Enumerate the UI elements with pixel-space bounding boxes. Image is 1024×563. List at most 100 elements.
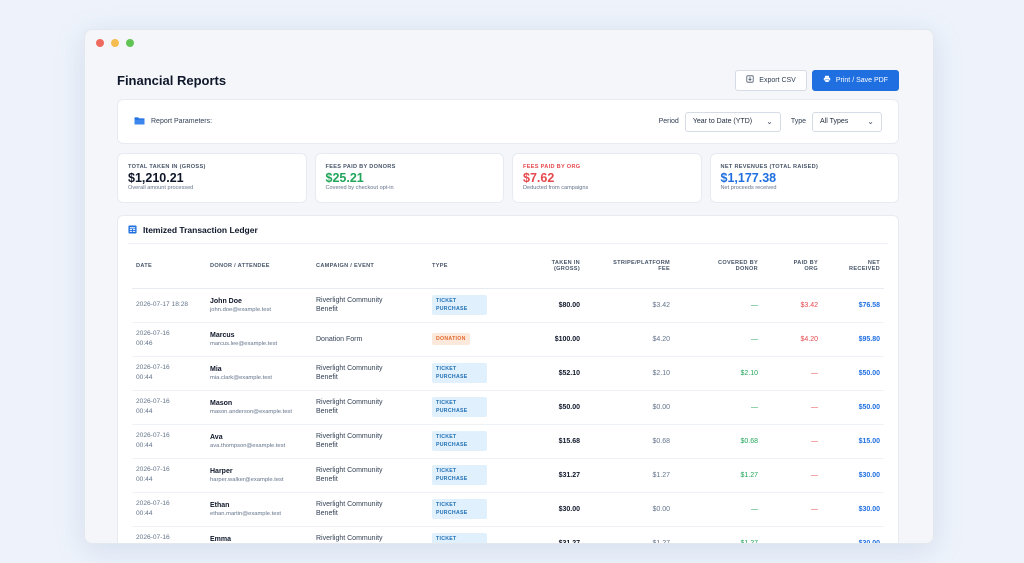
time-text: 00:44 <box>136 476 153 483</box>
close-window-button[interactable] <box>96 39 104 47</box>
cell-paid-by-org: $4.20 <box>762 322 822 357</box>
donor-email: mia.clark@example.test <box>210 374 272 381</box>
campaign-name: Riverlight Community <box>316 467 383 474</box>
cell-net-received: $30.00 <box>822 458 884 493</box>
table-row[interactable]: 2026-07-16 00:44 Mia mia.clark@example.test… <box>132 356 884 391</box>
stat-card-net-revenues: NET REVENUES (TOTAL RAISED) $1,177.38 Ne… <box>709 153 899 203</box>
cell-taken-in: $80.00 <box>508 288 584 323</box>
table-row[interactable]: 2026-07-16 00:46 Marcus marcus.lee@example.… <box>132 322 884 357</box>
donor-name: John Doe <box>210 297 242 305</box>
export-csv-button[interactable]: Export CSV <box>735 69 807 91</box>
cell-taken-in: $15.68 <box>508 424 584 459</box>
cell-taken-in: $31.27 <box>508 458 584 493</box>
transaction-ledger-card: Itemized Transaction Ledger DATE DONOR /… <box>117 215 899 543</box>
cell-platform-fee: $3.42 <box>584 288 674 323</box>
period-select[interactable]: Year to Date (YTD) ⌄ <box>684 111 781 132</box>
campaign-name: Riverlight Community <box>316 535 383 542</box>
donor-name: Mason <box>210 399 233 407</box>
campaign-name: Riverlight Community <box>316 501 383 508</box>
table-row[interactable]: 2026-07-16 00:44 Ava ava.thompson@example.t… <box>132 424 884 459</box>
chevron-down-icon: ⌄ <box>766 117 773 126</box>
donor-email: john.doe@example.test <box>210 306 271 313</box>
cell-paid-by-org: $3.42 <box>762 288 822 323</box>
cell-donor: Mia mia.clark@example.test <box>206 356 312 391</box>
minimize-window-button[interactable] <box>111 39 119 47</box>
stat-value: $7.62 <box>523 171 555 185</box>
campaign-name-cont: Benefit <box>316 476 338 483</box>
cell-paid-by-org: — <box>762 390 822 425</box>
time-text: 00:44 <box>136 408 153 415</box>
stat-card-donor-fees: FEES PAID BY DONORS $25.21 Covered by ch… <box>314 153 504 203</box>
date-text: 2026-07-16 <box>136 534 170 541</box>
cell-donor: Marcus marcus.lee@example.test <box>206 322 312 357</box>
print-save-pdf-button[interactable]: Print / Save PDF <box>811 69 899 91</box>
column-header-net-received[interactable]: NET RECEIVED <box>822 244 884 289</box>
cell-type: DONATION <box>428 322 508 357</box>
type-select[interactable]: All Types ⌄ <box>812 111 882 132</box>
column-header-donor[interactable]: DONOR / ATTENDEE <box>206 244 312 289</box>
ledger-header: Itemized Transaction Ledger <box>128 216 888 244</box>
cell-net-received: $30.00 <box>822 492 884 527</box>
maximize-window-button[interactable] <box>126 39 134 47</box>
campaign-name: Riverlight Community <box>316 433 383 440</box>
stat-subtitle: Net proceeds received <box>720 185 777 191</box>
cell-covered-by-donor: — <box>674 492 762 527</box>
table-row[interactable]: 2026-07-16 00:44 Ethan ethan.martin@example… <box>132 492 884 527</box>
cell-platform-fee: $0.00 <box>584 390 674 425</box>
table-row[interactable]: 2026-07-16 00:44 Mason mason.anderson@examp… <box>132 390 884 425</box>
print-save-pdf-label: Print / Save PDF <box>835 76 888 84</box>
table-row[interactable]: 2026-07-16 00:44 Harper harper.walker@examp… <box>132 458 884 493</box>
column-header-platform-fee[interactable]: STRIPE/PLATFORM FEE <box>584 244 674 289</box>
date-text: 2026-07-17 18:28 <box>136 301 189 308</box>
time-text: 00:44 <box>136 374 153 381</box>
cell-taken-in: $100.00 <box>508 322 584 357</box>
stat-label: NET REVENUES (TOTAL RAISED) <box>720 164 819 170</box>
cell-platform-fee: $0.00 <box>584 492 674 527</box>
column-header-paid-by-org[interactable]: PAID BY ORG <box>762 244 822 289</box>
time-text: 00:44 <box>136 442 153 449</box>
cell-date: 2026-07-16 00:44 <box>132 356 206 391</box>
cell-paid-by-org: — <box>762 356 822 391</box>
cell-donor: Emmaemma.wilson@example.test <box>206 526 312 543</box>
table-row[interactable]: 2026-07-17 18:28 John Doe john.doe@example… <box>132 288 884 323</box>
cell-donor: Ava ava.thompson@example.test <box>206 424 312 459</box>
date-text: 2026-07-16 <box>136 398 170 405</box>
page-header: Financial Reports Export CSV Print / Sav… <box>117 68 899 92</box>
main-content: Financial Reports Export CSV Print / Sav… <box>117 68 899 543</box>
donor-email: marcus.lee@example.test <box>210 340 278 347</box>
cell-covered-by-donor: — <box>674 322 762 357</box>
column-header-taken-in[interactable]: TAKEN IN (GROSS) <box>508 244 584 289</box>
cell-paid-by-org: — <box>762 526 822 543</box>
campaign-name-cont: Benefit <box>316 374 338 381</box>
table-row[interactable]: 2026-07-1600:44Emmaemma.wilson@example.t… <box>132 526 884 543</box>
printer-icon <box>823 75 831 85</box>
stat-label: TOTAL TAKEN IN (GROSS) <box>128 164 206 170</box>
date-text: 2026-07-16 <box>136 466 170 473</box>
cell-paid-by-org: — <box>762 458 822 493</box>
ledger-icon <box>128 221 137 239</box>
app-window: Financial Reports Export CSV Print / Sav… <box>84 29 934 544</box>
column-header-type[interactable]: TYPE <box>428 244 508 289</box>
page-title: Financial Reports <box>117 72 227 88</box>
column-header-campaign[interactable]: CAMPAIGN / EVENT <box>312 244 428 289</box>
date-text: 2026-07-16 <box>136 364 170 371</box>
stat-subtitle: Deducted from campaigns <box>523 185 589 191</box>
donor-name: Ethan <box>210 501 230 509</box>
donor-email: mason.anderson@example.test <box>210 408 292 415</box>
column-header-covered-by-donor[interactable]: COVERED BY DONOR <box>674 244 762 289</box>
column-header-date[interactable]: DATE <box>132 244 206 289</box>
report-parameters-label: Report Parameters: <box>151 118 213 125</box>
cell-net-received: $30.00 <box>822 526 884 543</box>
stat-label: FEES PAID BY ORG <box>523 164 581 170</box>
